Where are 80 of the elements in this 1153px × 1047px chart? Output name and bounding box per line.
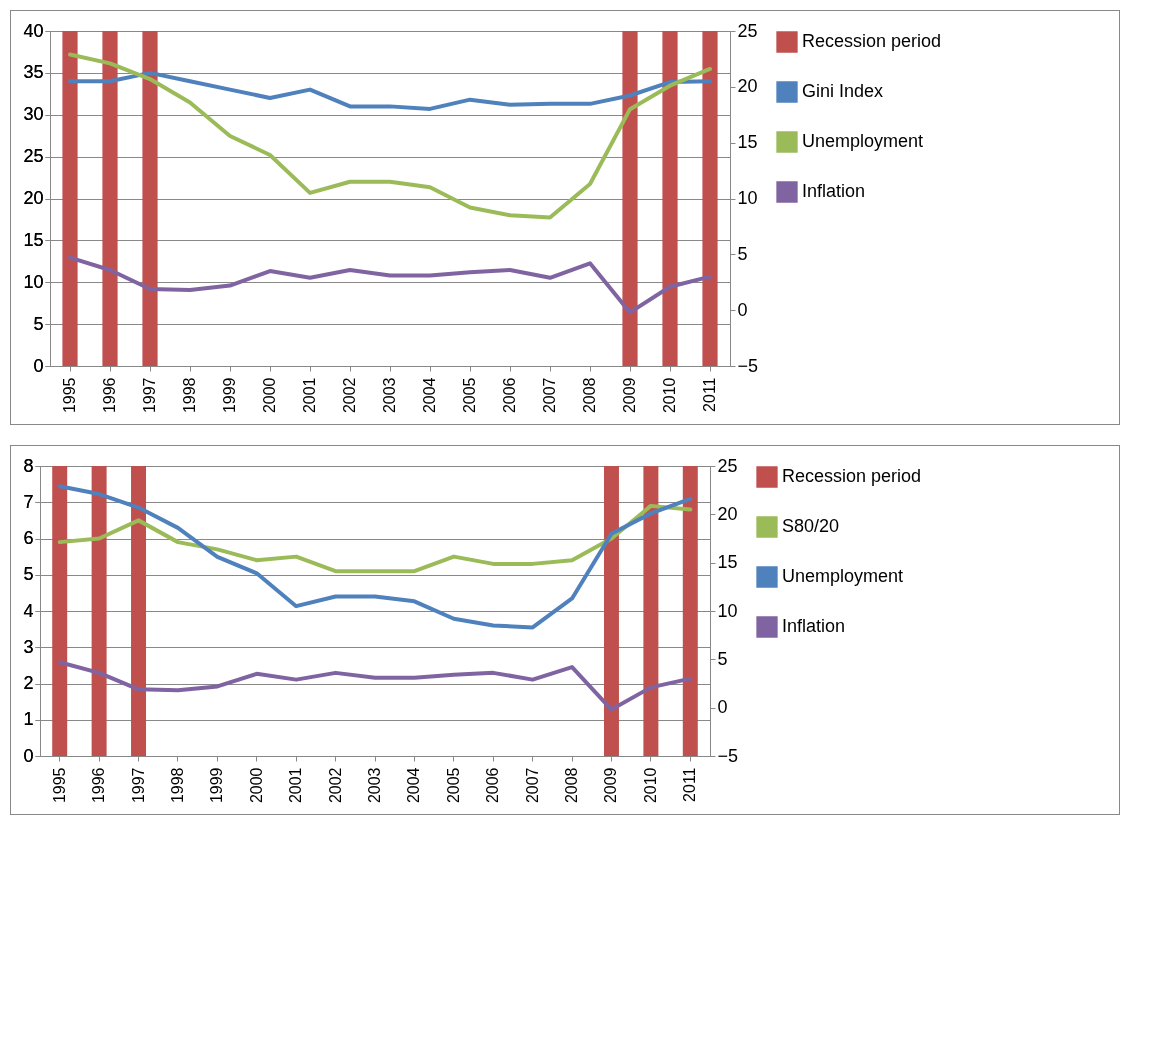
- x-tick-label: 2011: [681, 767, 699, 802]
- line-series: [57, 484, 693, 630]
- y-tick-label: 35: [23, 62, 44, 83]
- y-tick-label: 6: [23, 528, 34, 548]
- x-tick-label: 2010: [641, 767, 659, 804]
- y-tick-label: 5: [33, 313, 44, 334]
- y-tick-label: 2: [23, 673, 34, 693]
- x-tick-label: 2000: [247, 767, 265, 804]
- x-tick-label: 2004: [405, 767, 423, 804]
- x-tick-label: 1996: [101, 377, 118, 414]
- y2-tick-label: 5: [737, 243, 748, 264]
- x-tick-label: 2008: [581, 377, 598, 414]
- x-tick-label: 2007: [541, 377, 558, 414]
- y-tick-label: 25: [23, 146, 44, 167]
- line-series: [57, 503, 693, 574]
- x-tick-label: 1995: [50, 767, 68, 804]
- line-series: [68, 255, 712, 315]
- x-tick-label: 1997: [129, 767, 147, 804]
- x-tick-label: 2002: [326, 767, 344, 804]
- x-tick-label: 2001: [287, 767, 305, 804]
- y2-tick-label: 5: [717, 648, 728, 669]
- x-tick-label: 1999: [208, 767, 226, 804]
- y-tick-label: 10: [23, 271, 44, 292]
- y2-tick-label: 10: [737, 188, 758, 208]
- x-tick-label: 2009: [621, 377, 638, 414]
- x-tick-label: 1998: [181, 377, 198, 414]
- y2-tick-label: 25: [717, 455, 738, 476]
- y-tick-label: 40: [23, 20, 44, 41]
- x-tick-label: 1999: [221, 377, 238, 414]
- legend-label: Inflation: [802, 181, 866, 201]
- legend-label: Inflation: [782, 616, 846, 636]
- y-tick-label: 3: [23, 636, 34, 657]
- x-tick-label: 2009: [602, 767, 620, 804]
- line-series: [68, 70, 712, 111]
- y2-tick-label: 20: [717, 503, 738, 524]
- x-tick-label: 2011: [701, 377, 718, 412]
- y2-tick-label: 10: [717, 600, 738, 621]
- x-tick-label: 2006: [484, 767, 502, 804]
- y-tick-label: 30: [23, 104, 44, 125]
- x-tick-label: 2005: [461, 377, 478, 414]
- x-tick-label: 2004: [421, 377, 438, 414]
- y-tick-label: 7: [23, 491, 34, 512]
- y-tick-label: 4: [23, 600, 34, 621]
- y-tick-label: 20: [23, 188, 44, 208]
- x-tick-label: 2005: [444, 767, 462, 804]
- x-tick-label: 1998: [168, 767, 186, 804]
- legend-label: Gini Index: [802, 81, 884, 101]
- legend-label: Unemployment: [782, 566, 904, 586]
- legend-label: Unemployment: [802, 131, 924, 151]
- x-tick-label: 2003: [366, 767, 383, 804]
- x-tick-label: 1997: [141, 377, 158, 414]
- y2-tick-label: 15: [717, 552, 738, 573]
- y2-tick-label: 25: [737, 20, 758, 41]
- line-series: [68, 52, 712, 220]
- y-tick-label: 0: [23, 745, 34, 766]
- y-tick-label: 1: [23, 709, 34, 730]
- legend-label: S80/20: [782, 516, 840, 536]
- legend-label: Recession period: [802, 31, 942, 51]
- y-tick-label: 8: [23, 455, 34, 476]
- line-series: [57, 660, 693, 712]
- x-tick-label: 2007: [523, 767, 541, 804]
- y-tick-label: 5: [23, 564, 34, 585]
- y2-tick-label: −5: [737, 355, 759, 376]
- y2-tick-label: 15: [737, 132, 758, 153]
- y-tick-label: 0: [33, 355, 44, 376]
- x-tick-label: 2008: [563, 767, 581, 804]
- x-tick-label: 2006: [501, 377, 518, 414]
- x-tick-label: 2002: [341, 377, 358, 414]
- y2-tick-label: −5: [717, 745, 739, 766]
- y-tick-label: 15: [23, 229, 44, 250]
- x-tick-label: 1995: [61, 377, 78, 414]
- legend-label: Recession period: [782, 466, 922, 486]
- x-tick-label: 1996: [90, 767, 108, 804]
- x-tick-label: 2001: [301, 377, 318, 414]
- x-tick-label: 2000: [261, 377, 278, 414]
- y2-tick-label: 0: [717, 697, 728, 718]
- x-tick-label: 2003: [381, 377, 398, 414]
- y2-tick-label: 0: [737, 299, 748, 320]
- x-tick-label: 2010: [661, 377, 678, 414]
- y2-tick-label: 20: [737, 76, 758, 97]
